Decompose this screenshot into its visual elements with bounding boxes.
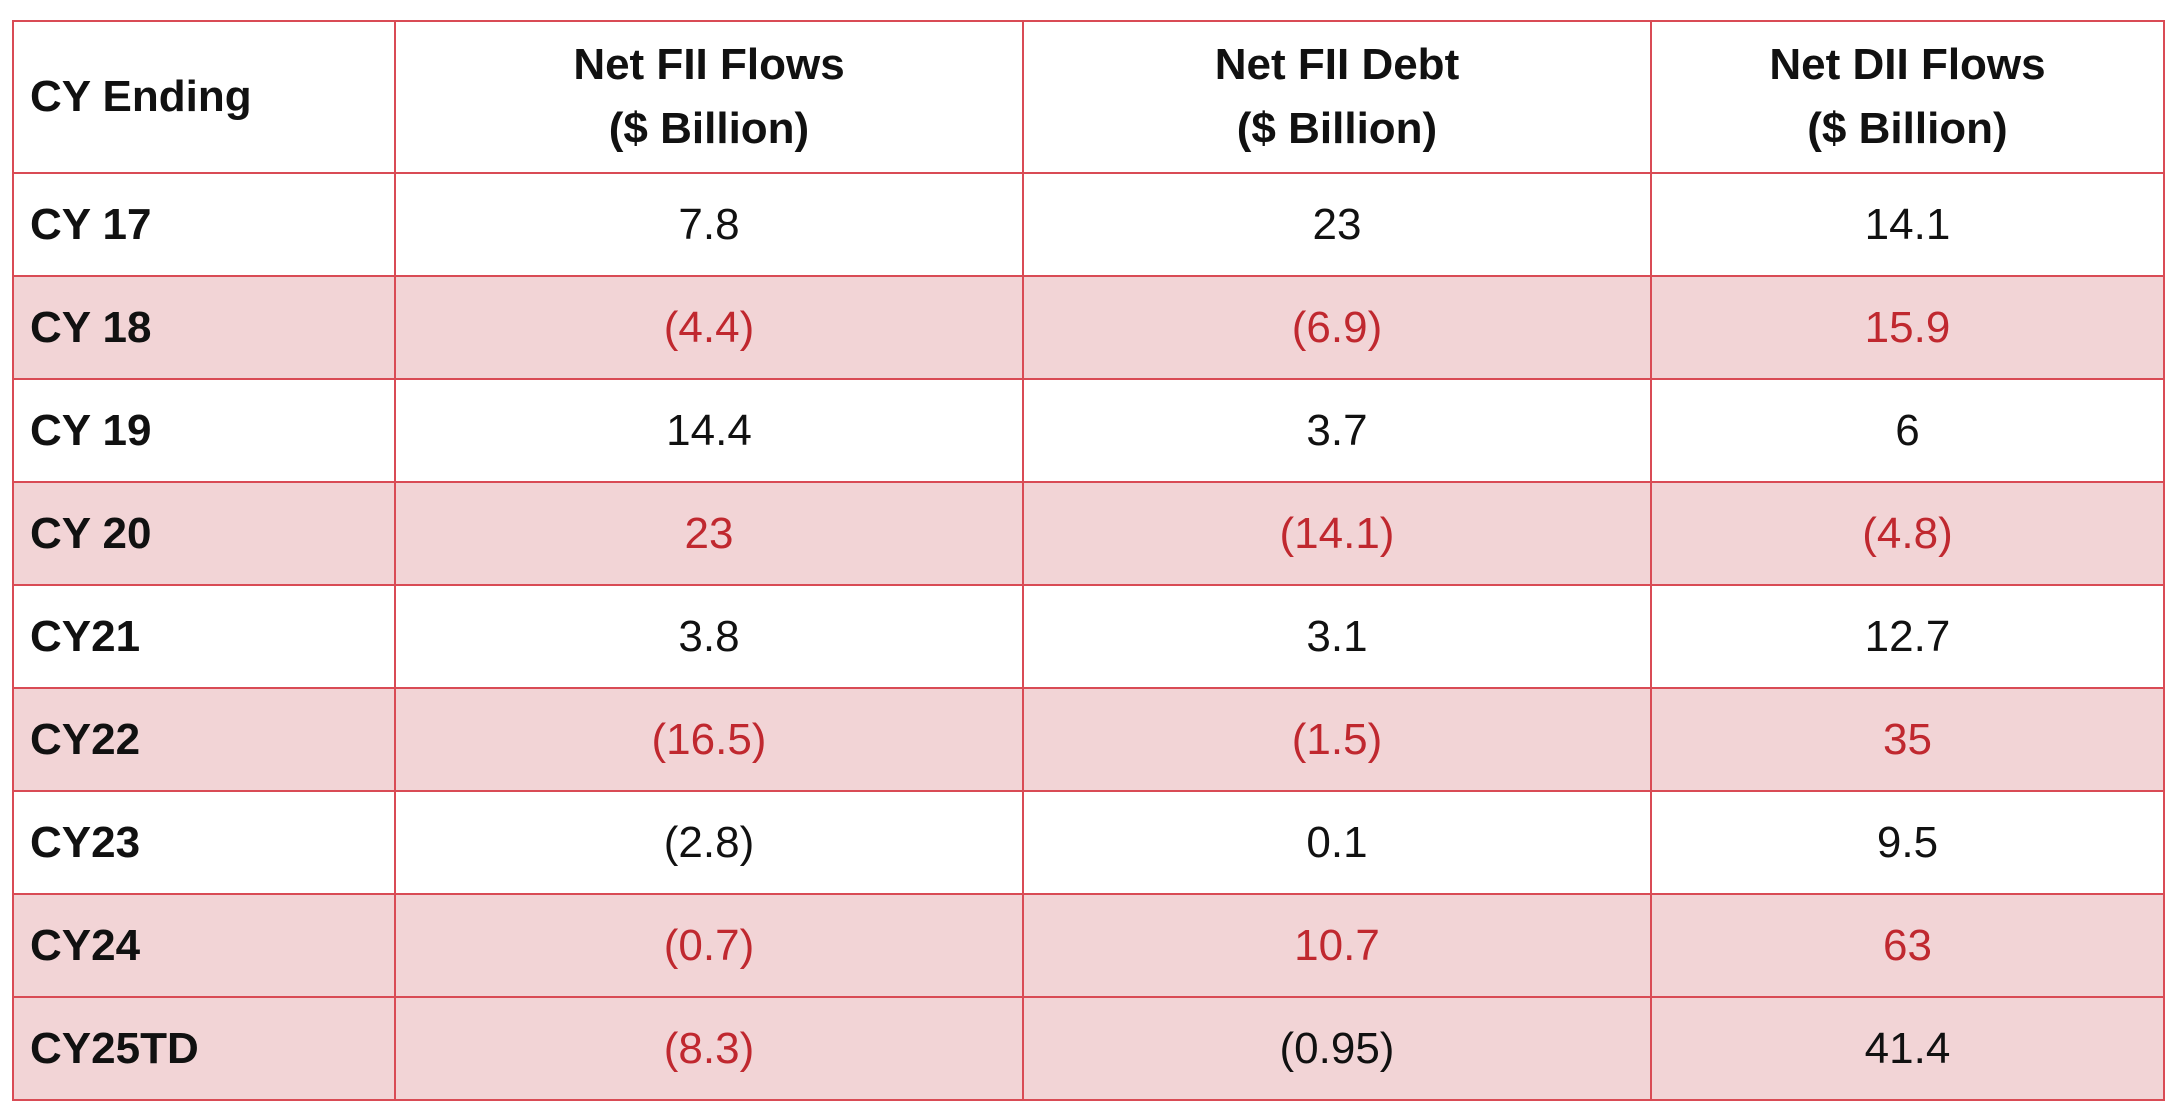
net-dii-flows-cell: 6	[1650, 378, 2165, 483]
net-fii-flows-cell: (8.3)	[394, 996, 1024, 1101]
header-net-fii-debt: Net FII Debt ($ Billion)	[1022, 20, 1652, 174]
header-line: Net DII Flows	[1769, 40, 2046, 89]
net-fii-flows-cell: 23	[394, 481, 1024, 586]
net-dii-flows-cell: 41.4	[1650, 996, 2165, 1101]
net-dii-flows-cell: 12.7	[1650, 584, 2165, 689]
net-fii-debt-cell: (14.1)	[1022, 481, 1652, 586]
table-row: CY 18 (4.4) (6.9) 15.9	[12, 275, 2165, 380]
header-cy-ending: CY Ending	[12, 20, 396, 174]
row-label: CY 17	[12, 172, 396, 277]
table-row: CY24 (0.7) 10.7 63	[12, 893, 2165, 998]
table-row: CY 20 23 (14.1) (4.8)	[12, 481, 2165, 586]
row-label: CY25TD	[12, 996, 396, 1101]
net-fii-debt-cell: 10.7	[1022, 893, 1652, 998]
net-fii-debt-cell: 23	[1022, 172, 1652, 277]
flows-table: CY Ending Net FII Flows ($ Billion) Net …	[12, 20, 2165, 1101]
header-unit: ($ Billion)	[1236, 104, 1438, 153]
net-fii-flows-cell: (0.7)	[394, 893, 1024, 998]
net-fii-debt-cell: 3.1	[1022, 584, 1652, 689]
net-fii-debt-cell: (1.5)	[1022, 687, 1652, 792]
row-label: CY 18	[12, 275, 396, 380]
net-fii-flows-cell: 7.8	[394, 172, 1024, 277]
net-fii-flows-cell: 14.4	[394, 378, 1024, 483]
header-unit: ($ Billion)	[1807, 104, 2008, 153]
net-dii-flows-cell: (4.8)	[1650, 481, 2165, 586]
row-label: CY 20	[12, 481, 396, 586]
table-row: CY21 3.8 3.1 12.7	[12, 584, 2165, 689]
row-label: CY 19	[12, 378, 396, 483]
net-dii-flows-cell: 63	[1650, 893, 2165, 998]
net-fii-flows-cell: (4.4)	[394, 275, 1024, 380]
flows-table-container: CY Ending Net FII Flows ($ Billion) Net …	[12, 20, 2165, 1101]
net-dii-flows-cell: 9.5	[1650, 790, 2165, 895]
net-fii-debt-cell: 3.7	[1022, 378, 1652, 483]
net-dii-flows-cell: 14.1	[1650, 172, 2165, 277]
row-label: CY23	[12, 790, 396, 895]
row-label: CY22	[12, 687, 396, 792]
table-body: CY 17 7.8 23 14.1 CY 18 (4.4) (6.9) 15.9 CY 19 14…	[12, 172, 2165, 1101]
net-fii-debt-cell: (6.9)	[1022, 275, 1652, 380]
net-dii-flows-cell: 35	[1650, 687, 2165, 792]
header-unit: ($ Billion)	[608, 104, 810, 153]
header-line: Net FII Flows	[573, 40, 845, 89]
header-line: Net FII Debt	[1214, 40, 1460, 89]
net-dii-flows-cell: 15.9	[1650, 275, 2165, 380]
row-label: CY24	[12, 893, 396, 998]
table-row: CY 17 7.8 23 14.1	[12, 172, 2165, 277]
header-line: CY Ending	[30, 72, 252, 121]
table-row: CY22 (16.5) (1.5) 35	[12, 687, 2165, 792]
net-fii-debt-cell: 0.1	[1022, 790, 1652, 895]
header-net-dii-flows: Net DII Flows ($ Billion)	[1650, 20, 2165, 174]
net-fii-flows-cell: (16.5)	[394, 687, 1024, 792]
net-fii-flows-cell: (2.8)	[394, 790, 1024, 895]
row-label: CY21	[12, 584, 396, 689]
table-row: CY 19 14.4 3.7 6	[12, 378, 2165, 483]
net-fii-debt-cell: (0.95)	[1022, 996, 1652, 1101]
header-row: CY Ending Net FII Flows ($ Billion) Net …	[12, 20, 2165, 174]
header-net-fii-flows: Net FII Flows ($ Billion)	[394, 20, 1024, 174]
table-row: CY23 (2.8) 0.1 9.5	[12, 790, 2165, 895]
net-fii-flows-cell: 3.8	[394, 584, 1024, 689]
table-row: CY25TD (8.3) (0.95) 41.4	[12, 996, 2165, 1101]
